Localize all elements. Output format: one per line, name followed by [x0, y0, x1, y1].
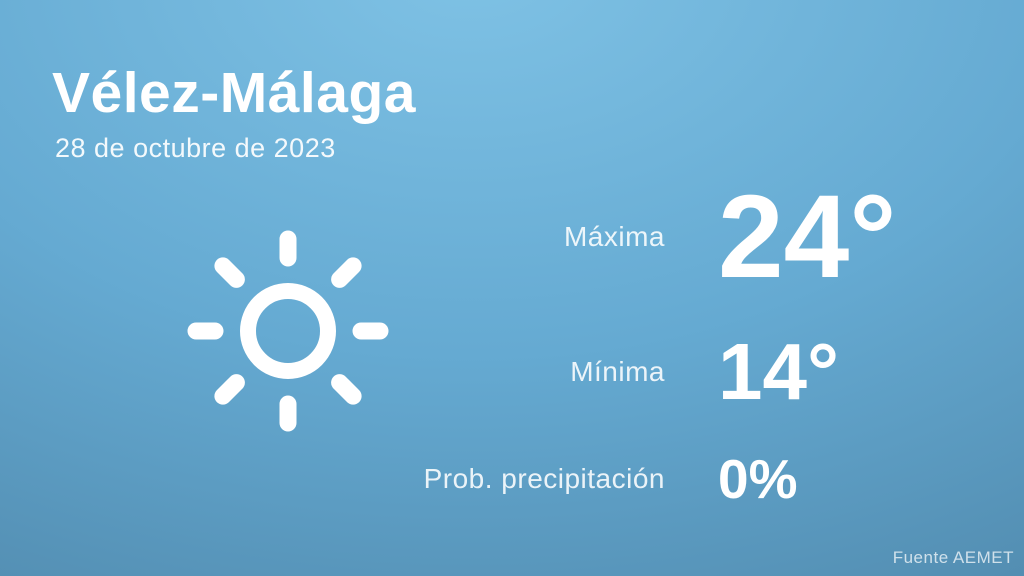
source-credit: Fuente AEMET: [892, 548, 1014, 567]
header: Vélez-Málaga 28 de octubre de 2023: [52, 62, 416, 164]
metric-row-min: Mínima 14°: [400, 304, 1024, 440]
page-title: Vélez-Málaga: [52, 61, 416, 125]
max-value: 24°: [718, 171, 897, 303]
date-label: 28 de octubre de 2023: [55, 132, 336, 163]
metrics-panel: Máxima 24° Mínima 14° Prob. precipitació…: [400, 170, 1024, 518]
precipitation-value: 0%: [718, 447, 798, 510]
min-label: Mínima: [570, 356, 665, 387]
metric-row-max: Máxima 24°: [400, 170, 1024, 304]
sun-icon: [183, 226, 393, 436]
metric-row-precipitation: Prob. precipitación 0%: [400, 440, 1024, 518]
min-value: 14°: [718, 327, 839, 416]
max-label: Máxima: [563, 221, 665, 252]
precipitation-label: Prob. precipitación: [423, 463, 665, 494]
